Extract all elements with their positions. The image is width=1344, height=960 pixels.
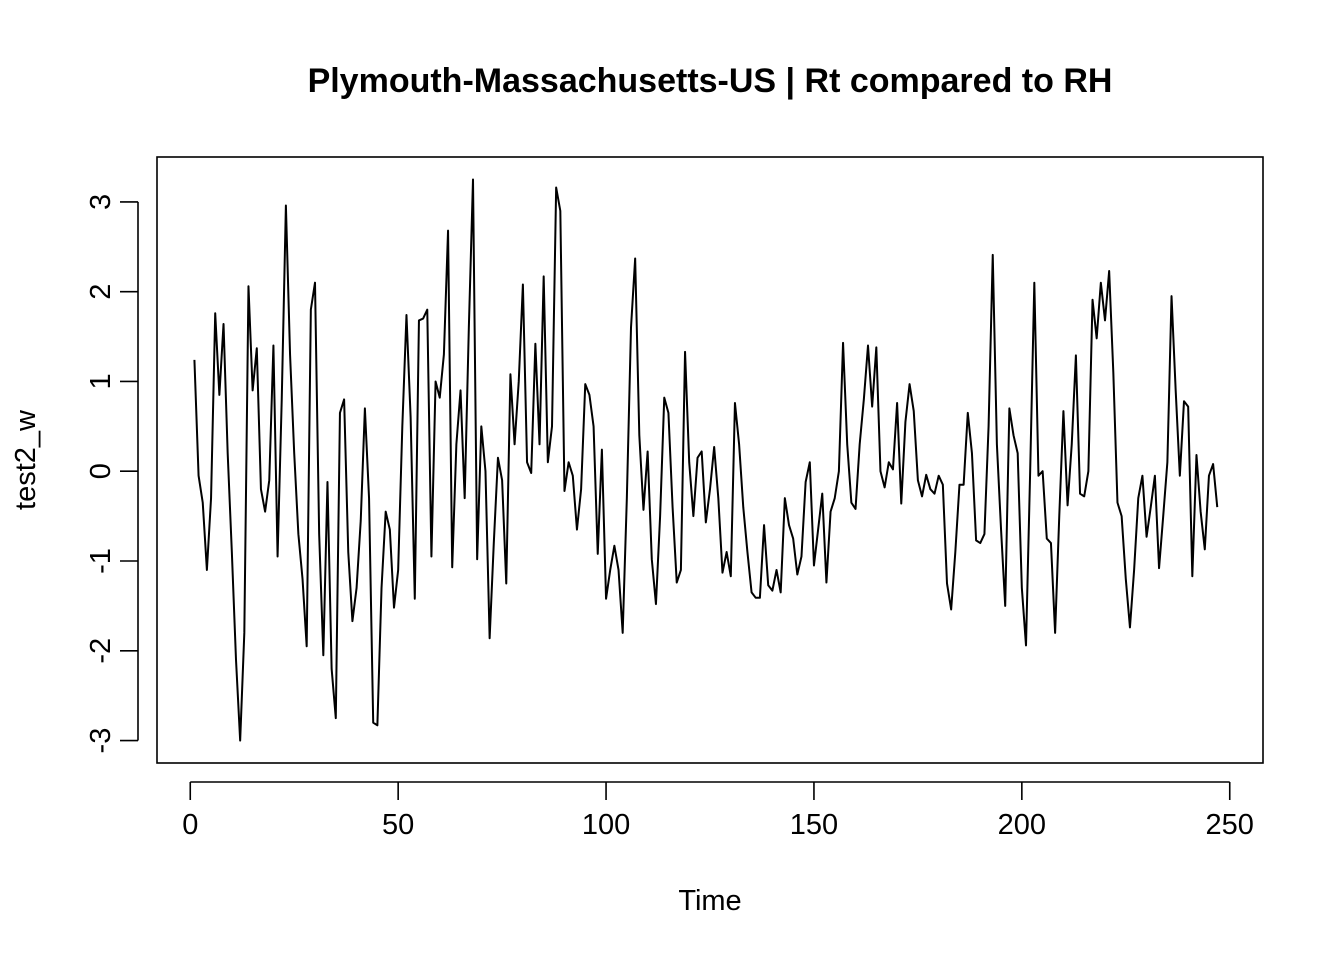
chart-title: Plymouth-Massachusetts-US | Rt compared … xyxy=(308,62,1113,100)
x-axis: 0 50 100 150 200 250 xyxy=(182,781,1254,841)
x-tick-label: 50 xyxy=(382,809,414,841)
y-tick-label: 3 xyxy=(85,194,117,210)
x-tick-label: 100 xyxy=(582,809,630,841)
x-tick-label: 0 xyxy=(182,809,198,841)
y-tick-label: -3 xyxy=(85,728,117,754)
y-tick-label: 2 xyxy=(85,284,117,300)
series-line xyxy=(193,178,1219,742)
plot-frame xyxy=(156,156,1264,764)
y-tick-label: -1 xyxy=(85,548,117,574)
y-tick-label: 1 xyxy=(85,373,117,389)
y-axis: -3 -2 -1 0 1 2 3 xyxy=(85,194,139,754)
x-tick-label: 150 xyxy=(790,809,838,841)
y-tick-label: 0 xyxy=(85,463,117,479)
y-axis-label: test2_w xyxy=(10,409,42,510)
x-axis-label: Time xyxy=(678,885,741,917)
y-tick-label: -2 xyxy=(85,638,117,664)
x-tick-label: 250 xyxy=(1206,809,1254,841)
x-tick-label: 200 xyxy=(998,809,1046,841)
